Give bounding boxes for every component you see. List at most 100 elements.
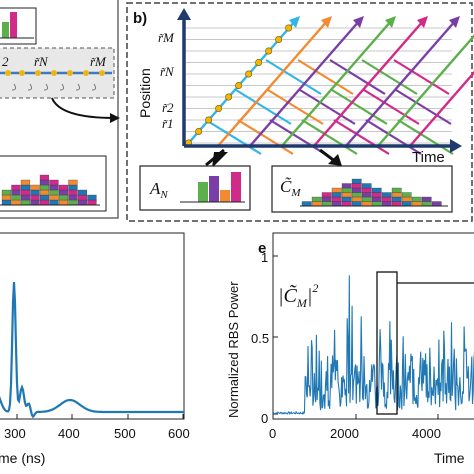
panel-d-x-axis-label: me (ns) [0, 450, 45, 466]
histogram-segment [11, 194, 21, 201]
histogram-segment [361, 192, 372, 198]
histogram-segment [361, 183, 372, 189]
forward-ray-arrowhead [321, 16, 332, 28]
pos-label-2: 2 [2, 54, 9, 69]
histogram-segment [58, 189, 69, 196]
reflected-ray [235, 89, 292, 125]
histogram-segment [77, 199, 88, 206]
histogram-segment [1, 189, 12, 196]
reflected-ray [363, 89, 420, 125]
forward-ray [313, 19, 425, 147]
panel-e-ytick-1: 1 [261, 250, 268, 265]
C-M-box: C̃M [271, 165, 453, 213]
forward-ray [377, 34, 474, 147]
histogram-segment [331, 192, 342, 198]
histogram-segment [401, 196, 412, 202]
panel-e-xtick-4000: 4000 [412, 426, 441, 441]
scatter-node [235, 82, 243, 90]
histogram-segment [87, 199, 97, 206]
panel-d-xtick-400: 400 [58, 426, 80, 441]
scatter-node [215, 105, 223, 113]
panel-b-frame [126, 2, 473, 222]
histogram-segment [49, 184, 59, 191]
histogram-segment [39, 184, 50, 191]
histogram-segment [391, 187, 402, 193]
histogram-segment [30, 184, 40, 191]
panel-a: 2 r̃N r̃M [0, 0, 120, 219]
histogram-segment [351, 187, 362, 193]
histogram-segment [20, 189, 31, 196]
panel-e-trace [272, 275, 474, 415]
panel-e: e Normalized RBS Power 1 0.5 0 |C̃M|2 0 … [226, 232, 474, 466]
histogram-segment [351, 196, 362, 202]
forward-ray-arrowhead [449, 16, 460, 28]
histogram-segment [11, 199, 21, 206]
histogram-segment [30, 194, 40, 201]
reflected-ray [297, 59, 354, 95]
reflected-ray [393, 59, 450, 95]
panel-e-xtick-0: 0 [269, 426, 276, 441]
reflected-ray [265, 59, 322, 95]
panel-b-y-axis-label: Position [137, 68, 153, 118]
panel-e-x-axis-label: Time [434, 450, 465, 466]
histogram-segment [421, 201, 432, 207]
reflected-ray [237, 119, 294, 155]
histogram-segment [20, 184, 31, 191]
scatter-node [225, 93, 233, 101]
C-M-label: C̃M [280, 177, 301, 199]
panel-e-ytick-0.5: 0.5 [251, 331, 269, 346]
histogram-segment [68, 199, 78, 206]
histogram-segment [1, 199, 12, 206]
histogram-segment [87, 194, 97, 201]
scatter-node [245, 70, 253, 78]
panel-b: b) Position Time r̃M r̃N r̃2 r̃1 AN [126, 2, 474, 222]
reflected-ray [299, 89, 356, 125]
A-N-box: AN [139, 165, 251, 211]
histogram-segment [361, 201, 372, 207]
forward-ray-arrowhead [353, 16, 364, 28]
histogram-segment [421, 196, 432, 202]
histogram-segment [341, 201, 352, 207]
histogram-segment [341, 192, 352, 198]
histogram-segment [351, 192, 362, 198]
histogram-segment [361, 187, 372, 193]
forward-ray [409, 70, 474, 147]
histogram-segment [341, 183, 352, 189]
panel-a-frame [0, 0, 119, 219]
histogram-segment [331, 196, 342, 202]
connector-arrow-head [110, 113, 120, 123]
panel-d-axes-box [0, 232, 185, 420]
panel-e-label: e [258, 240, 266, 257]
panel-b-gridlines [184, 27, 452, 144]
forward-ray [249, 19, 361, 147]
panel-b-label: b) [133, 10, 147, 27]
histogram-segment [77, 194, 88, 201]
forward-ray-arrowhead [385, 16, 396, 28]
scatter-node [275, 35, 283, 43]
panel-b-ytick-r2: r̃2 [162, 100, 174, 115]
reflected-ray [395, 89, 452, 125]
histogram-segment [431, 201, 442, 207]
forward-ray-arrowhead [417, 16, 428, 28]
fiber-backscatter-arrows [11, 83, 97, 91]
histogram-segment [68, 194, 78, 201]
histogram-segment [68, 189, 78, 196]
scatter-node [205, 116, 213, 124]
panel-d-trace [0, 281, 184, 419]
fiber-nodes [5, 70, 105, 76]
histogram-segment [39, 199, 50, 206]
panel-d-xtick-500: 500 [114, 426, 136, 441]
histogram-segment [371, 196, 382, 202]
panel-b-x-axis-arrowhead [450, 139, 462, 153]
panel-b-x-axis-label: Time [412, 149, 445, 166]
histogram-segment [321, 196, 332, 202]
histogram-segment [351, 178, 362, 184]
panel-a-mini-histogram [0, 7, 37, 45]
histogram-segment [391, 196, 402, 202]
histogram-segment [381, 196, 392, 202]
histogram-segment [381, 201, 392, 207]
histogram-segment [321, 192, 332, 198]
reflected-ray [331, 89, 388, 125]
panel-d-xtick-300: 300 [4, 426, 26, 441]
